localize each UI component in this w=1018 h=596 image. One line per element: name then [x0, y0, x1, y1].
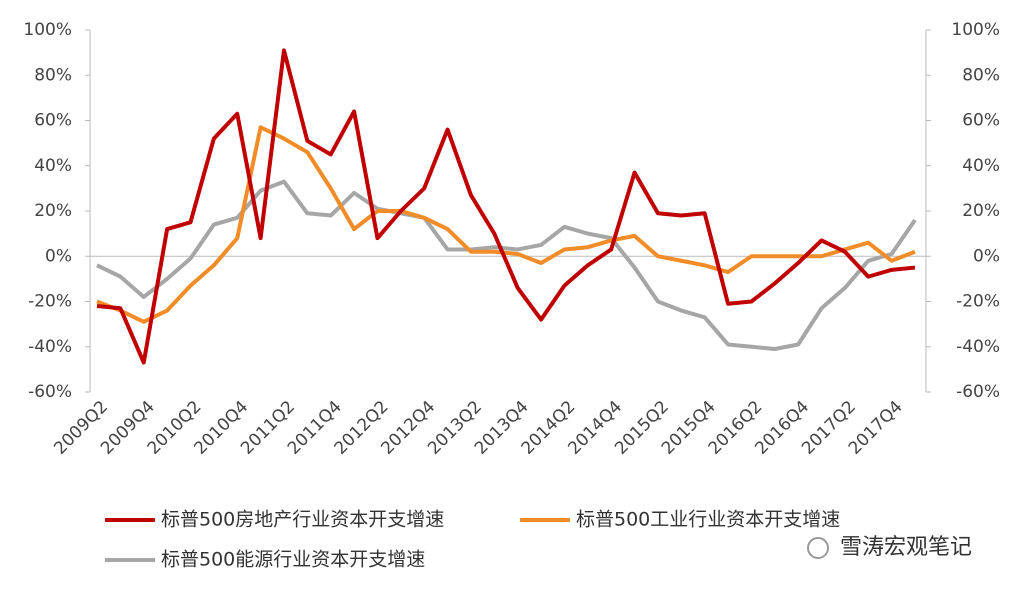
y-tick-label: 100%: [23, 20, 72, 40]
legend-label: 标普500工业行业资本开支增速: [576, 509, 840, 531]
y2-tick-label: 100%: [951, 20, 1000, 40]
y-tick-label: -20%: [28, 292, 72, 312]
watermark-icon: [807, 537, 829, 559]
watermark: 雪涛宏观笔记: [840, 535, 972, 560]
y-tick-label: 80%: [34, 65, 72, 85]
y-tick-label: 20%: [34, 201, 72, 221]
series-line: [96, 125, 916, 324]
series-line: [96, 179, 917, 352]
y2-tick-label: 0%: [973, 246, 1000, 266]
y-tick-label: 40%: [34, 156, 72, 176]
y-tick-label: -40%: [28, 337, 72, 357]
y-tick-label: 60%: [34, 111, 72, 131]
y-tick-label: 0%: [45, 246, 72, 266]
y2-tick-label: 40%: [962, 156, 1000, 176]
y2-tick-label: -60%: [956, 382, 1000, 402]
y2-tick-label: 80%: [962, 65, 1000, 85]
y2-tick-label: 20%: [962, 201, 1000, 221]
y2-tick-label: -20%: [956, 292, 1000, 312]
y2-tick-label: 60%: [962, 111, 1000, 131]
y2-tick-label: -40%: [956, 337, 1000, 357]
y-tick-label: -60%: [28, 382, 72, 402]
legend-label: 标普500房地产行业资本开支增速: [161, 509, 444, 531]
legend-label: 标普500能源行业资本开支增速: [161, 549, 425, 571]
series-line: [96, 48, 916, 365]
